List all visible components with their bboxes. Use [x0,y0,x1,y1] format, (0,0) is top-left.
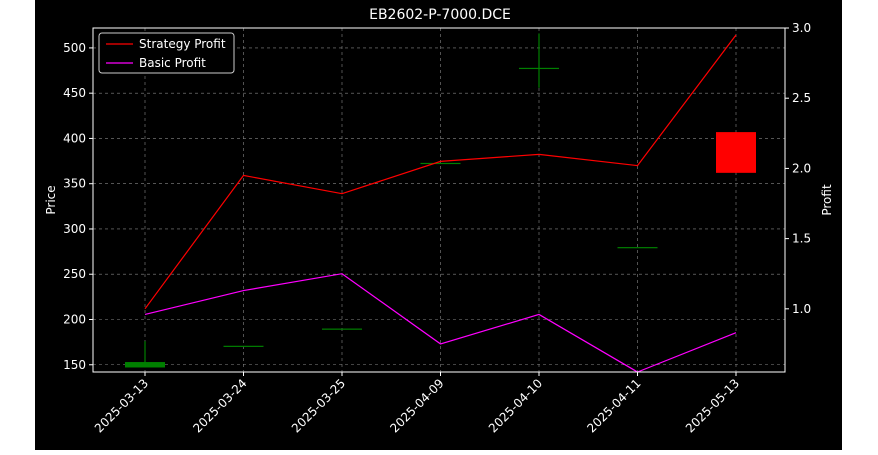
y-tick-label-right: 1.5 [792,232,811,246]
x-tick-label: 2025-03-24 [190,376,249,435]
y-tick-label-left: 400 [63,131,86,145]
y-tick-label-left: 500 [63,41,86,55]
y-tick-label-right: 1.0 [792,302,811,316]
candle-body [716,132,756,173]
x-tick-label: 2025-04-11 [584,376,643,435]
candle-body [420,162,461,165]
legend-label-strategy: Strategy Profit [139,37,226,51]
candle-body [322,328,362,330]
plot-frame [92,27,786,373]
series-line-0 [144,34,737,310]
y-axis-label-right: Profit [820,184,834,216]
chart-figure: EB2602-P-7000.DCE 2025-03-13 2025-03-24 20… [35,0,842,450]
y-tick-label-left: 150 [63,358,86,372]
chart-svg: EB2602-P-7000.DCE 2025-03-13 2025-03-24 20… [44,7,834,435]
y-tick-label-left: 250 [63,267,86,281]
candles [125,33,756,368]
y-axis-label-left: Price [44,185,58,214]
legend-label-basic: Basic Profit [139,56,206,70]
grid [93,28,785,372]
y-tick-label-left: 200 [63,312,86,326]
y-tick-label-left: 350 [63,177,86,191]
x-tick-label: 2025-03-13 [92,376,151,435]
x-tick-label: 2025-03-25 [289,376,348,435]
x-tick-label: 2025-05-13 [683,376,742,435]
candle-body [519,67,559,70]
x-tick-label: 2025-04-09 [387,376,446,435]
legend: Strategy Profit Basic Profit [98,32,235,74]
x-tick-label: 2025-04-10 [486,376,545,435]
candle-body [617,247,658,249]
y-tick-label-right: 2.5 [792,91,811,105]
y-tick-label-left: 300 [63,222,86,236]
candle-body [223,345,264,347]
y-tick-label-left: 450 [63,86,86,100]
y-tick-label-right: 3.0 [792,21,811,35]
candle-body [125,362,165,368]
axis-ticks: 2025-03-13 2025-03-24 2025-03-25 2025-04-09… [63,21,811,435]
y-tick-label-right: 2.0 [792,161,811,175]
chart-title: EB2602-P-7000.DCE [369,7,511,23]
